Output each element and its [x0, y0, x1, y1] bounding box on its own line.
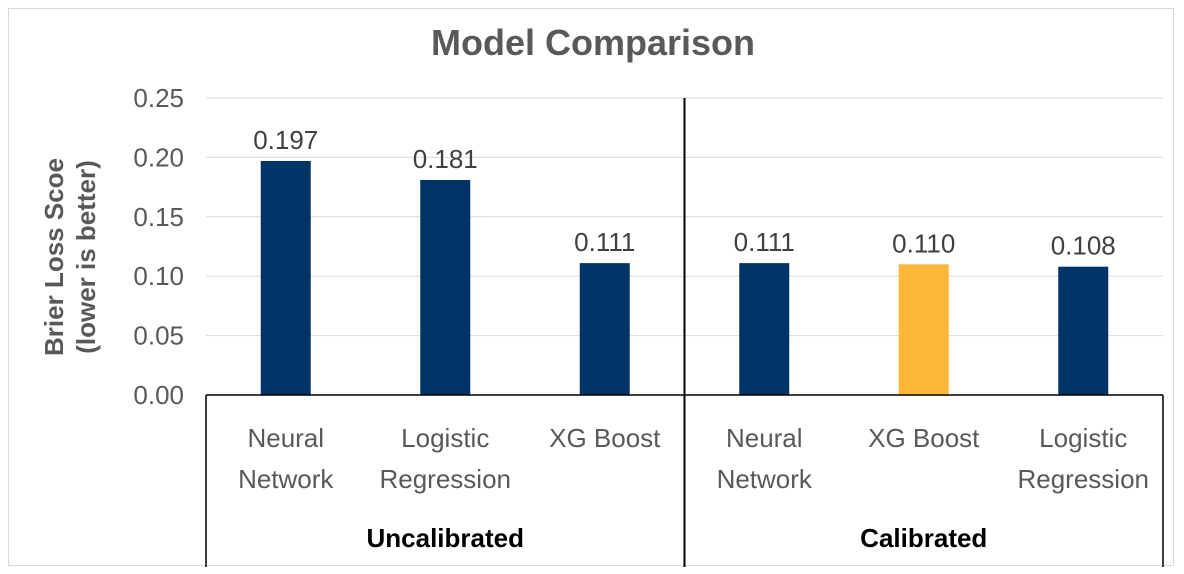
data-labels: 0.197 0.181 0.111 0.111 0.110 0.108 — [253, 125, 1116, 261]
data-label: 0.108 — [1051, 231, 1116, 261]
bar — [420, 179, 471, 395]
category-label: XG Boost — [868, 423, 980, 453]
category-label: Neural — [726, 423, 803, 453]
bar — [579, 263, 630, 395]
data-label: 0.111 — [734, 227, 795, 257]
group-label: Calibrated — [860, 523, 987, 553]
y-tick-label: 0.00 — [133, 380, 184, 410]
axis-lines — [205, 98, 1164, 567]
data-label: 0.110 — [892, 228, 955, 258]
bar — [260, 160, 311, 395]
chart-title: Model Comparison — [431, 22, 755, 63]
y-tick-label: 0.05 — [133, 321, 184, 351]
category-label: XG Boost — [549, 423, 661, 453]
bar — [898, 264, 949, 395]
bars — [260, 160, 1109, 395]
bar-chart: Model Comparison Brier Loss Scoe (lower … — [39, 22, 1164, 567]
chart-frame: Model Comparison Brier Loss Scoe (lower … — [8, 8, 1174, 567]
data-label: 0.181 — [413, 144, 478, 174]
y-axis-ticks: 0.00 0.05 0.10 0.15 0.20 0.25 — [133, 83, 184, 410]
category-labels: Neural Network Logistic Regression XG Boost N… — [238, 423, 1149, 494]
category-label: Logistic — [401, 423, 489, 453]
group-labels: Uncalibrated Calibrated — [367, 523, 988, 553]
bar — [1058, 266, 1109, 395]
category-label: Neural — [247, 423, 324, 453]
y-tick-label: 0.10 — [133, 261, 184, 291]
y-axis-label-line2: (lower is better) — [71, 160, 101, 354]
y-tick-label: 0.15 — [133, 202, 184, 232]
category-label: Network — [717, 464, 813, 494]
data-label: 0.197 — [253, 125, 318, 155]
category-label: Regression — [379, 464, 511, 494]
y-tick-label: 0.25 — [133, 83, 184, 113]
y-tick-label: 0.20 — [133, 142, 184, 172]
category-label: Logistic — [1039, 423, 1127, 453]
category-label: Regression — [1017, 464, 1149, 494]
data-label: 0.111 — [574, 227, 635, 257]
bar — [739, 263, 790, 395]
y-axis-label-line1: Brier Loss Scoe — [39, 158, 69, 356]
group-label: Uncalibrated — [367, 523, 525, 553]
category-label: Network — [238, 464, 334, 494]
